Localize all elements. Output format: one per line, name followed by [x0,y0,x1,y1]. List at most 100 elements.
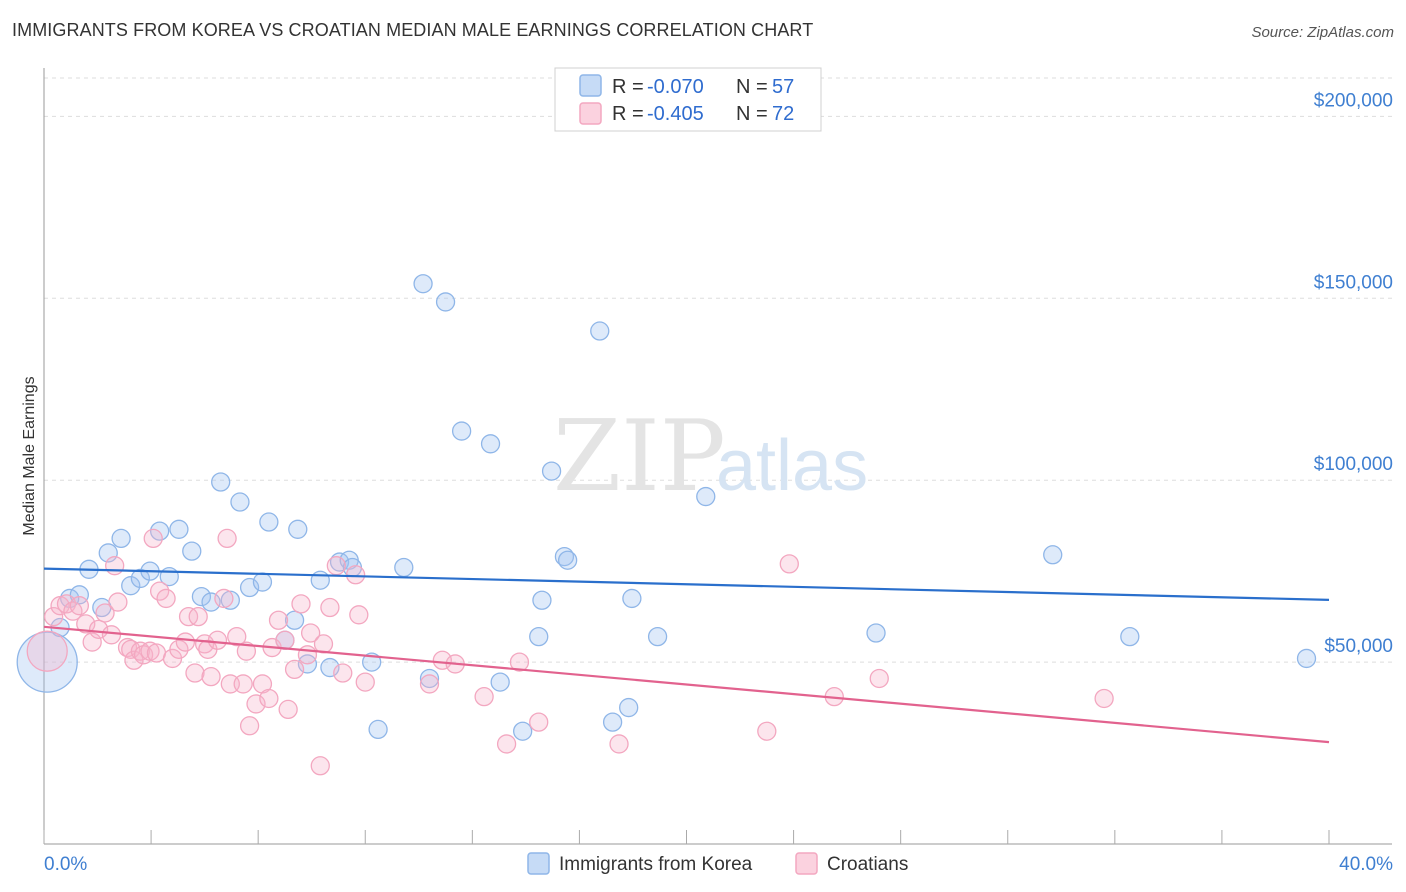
chart-title: IMMIGRANTS FROM KOREA VS CROATIAN MEDIAN… [12,20,814,40]
croatian-point [268,610,289,630]
x-tick-label-min: 0.0% [44,854,87,875]
legend-n-label-croatians: N = [736,103,768,125]
croatian-point [101,625,122,645]
y-tick-label: $150,000 [1314,272,1393,293]
bottom-legend-label-korea: Immigrants from Korea [559,854,753,875]
croatian-point [149,581,170,601]
legend-n-label-korea: N = [736,76,768,98]
croatian-point [108,592,128,612]
korea-point [121,576,141,596]
watermark-atlas: atlas [716,426,868,506]
croatian-point [496,734,517,754]
croatian-point [349,605,369,625]
croatian-point [239,716,260,736]
croatian-point [143,528,163,549]
croatian-point [217,528,237,549]
croatian-point [95,603,115,623]
korea-point [191,586,212,607]
croatian-points [26,528,1114,776]
chart-source: Source: ZipAtlas.com [1251,24,1394,41]
bottom-legend-swatch-korea [527,852,550,875]
croatian-point [779,554,799,574]
croatian-point [236,641,257,661]
korea-point [1120,626,1140,647]
korea-point [480,434,501,454]
korea-point [394,557,414,578]
croatian-point [227,626,247,647]
korea-point [149,521,170,541]
y-tick-label: $200,000 [1314,90,1393,111]
korea-points [16,274,1317,741]
korea-point [590,321,610,341]
korea-point [647,626,668,647]
legend-r-label-croatians: R = [612,103,644,125]
x-tick-label-max: 40.0% [1339,854,1393,875]
korea-trend-line [43,567,1330,601]
korea-point [513,721,533,741]
croatian-point [188,606,208,627]
croatian-point [313,634,334,654]
korea-point [230,492,250,512]
legend-box: R = -0.070 N = 57 R = -0.405 N = 72 [554,67,822,132]
croatian-point [233,674,253,694]
croatian-point [474,687,494,707]
croatian-point [275,630,295,650]
y-tick-label: $100,000 [1314,454,1393,475]
korea-point [259,512,279,532]
croatian-point [156,588,176,609]
croatian-point [757,721,777,741]
croatian-point [26,630,68,672]
croatian-point [278,699,298,720]
croatian-point [284,659,305,680]
korea-point [490,672,510,692]
legend-n-value-korea: 57 [772,76,794,98]
croatian-point [1094,688,1114,709]
korea-point [451,421,472,441]
korea-point [211,472,231,492]
croatian-point [310,756,330,776]
korea-point [419,668,440,689]
korea-point [602,712,623,732]
croatian-point [175,632,196,652]
x-ticks [43,830,1330,844]
croatian-point [300,623,321,643]
korea-point [130,568,151,589]
y-tick-labels: $50,000 $100,000 $150,000 $200,000 [1314,90,1393,657]
bottom-legend-swatch-croatians [795,852,818,875]
croatian-point [333,663,353,683]
croatian-point [291,594,311,614]
korea-point [284,610,305,630]
korea-point [532,590,552,610]
korea-point [866,623,886,643]
trend-lines [43,567,1330,744]
korea-point [529,626,549,647]
croatian-point [509,652,530,672]
croatian-point [259,688,279,709]
croatian-point [185,663,205,683]
croatian-point [326,556,346,576]
korea-point [413,274,433,294]
korea-point [1043,545,1063,565]
legend-n-value-croatians: 72 [772,103,794,125]
croatian-point [201,666,221,687]
croatian-trend-line [43,625,1330,744]
croatian-point [105,556,125,576]
croatian-point [529,712,549,732]
korea-point [169,519,189,539]
croatian-point [355,672,375,692]
legend-swatch-korea [579,74,602,97]
axes [43,68,1392,845]
croatian-point [345,565,366,585]
korea-point [111,528,131,549]
croatian-point [207,630,228,650]
croatian-point [146,643,167,663]
legend-r-value-croatians: -0.405 [647,103,704,125]
korea-point [541,461,562,481]
korea-point [310,570,330,590]
korea-point [622,588,642,609]
croatian-point [869,668,889,689]
korea-point [252,572,273,592]
croatian-point [43,606,64,627]
croatian-point [419,674,440,694]
